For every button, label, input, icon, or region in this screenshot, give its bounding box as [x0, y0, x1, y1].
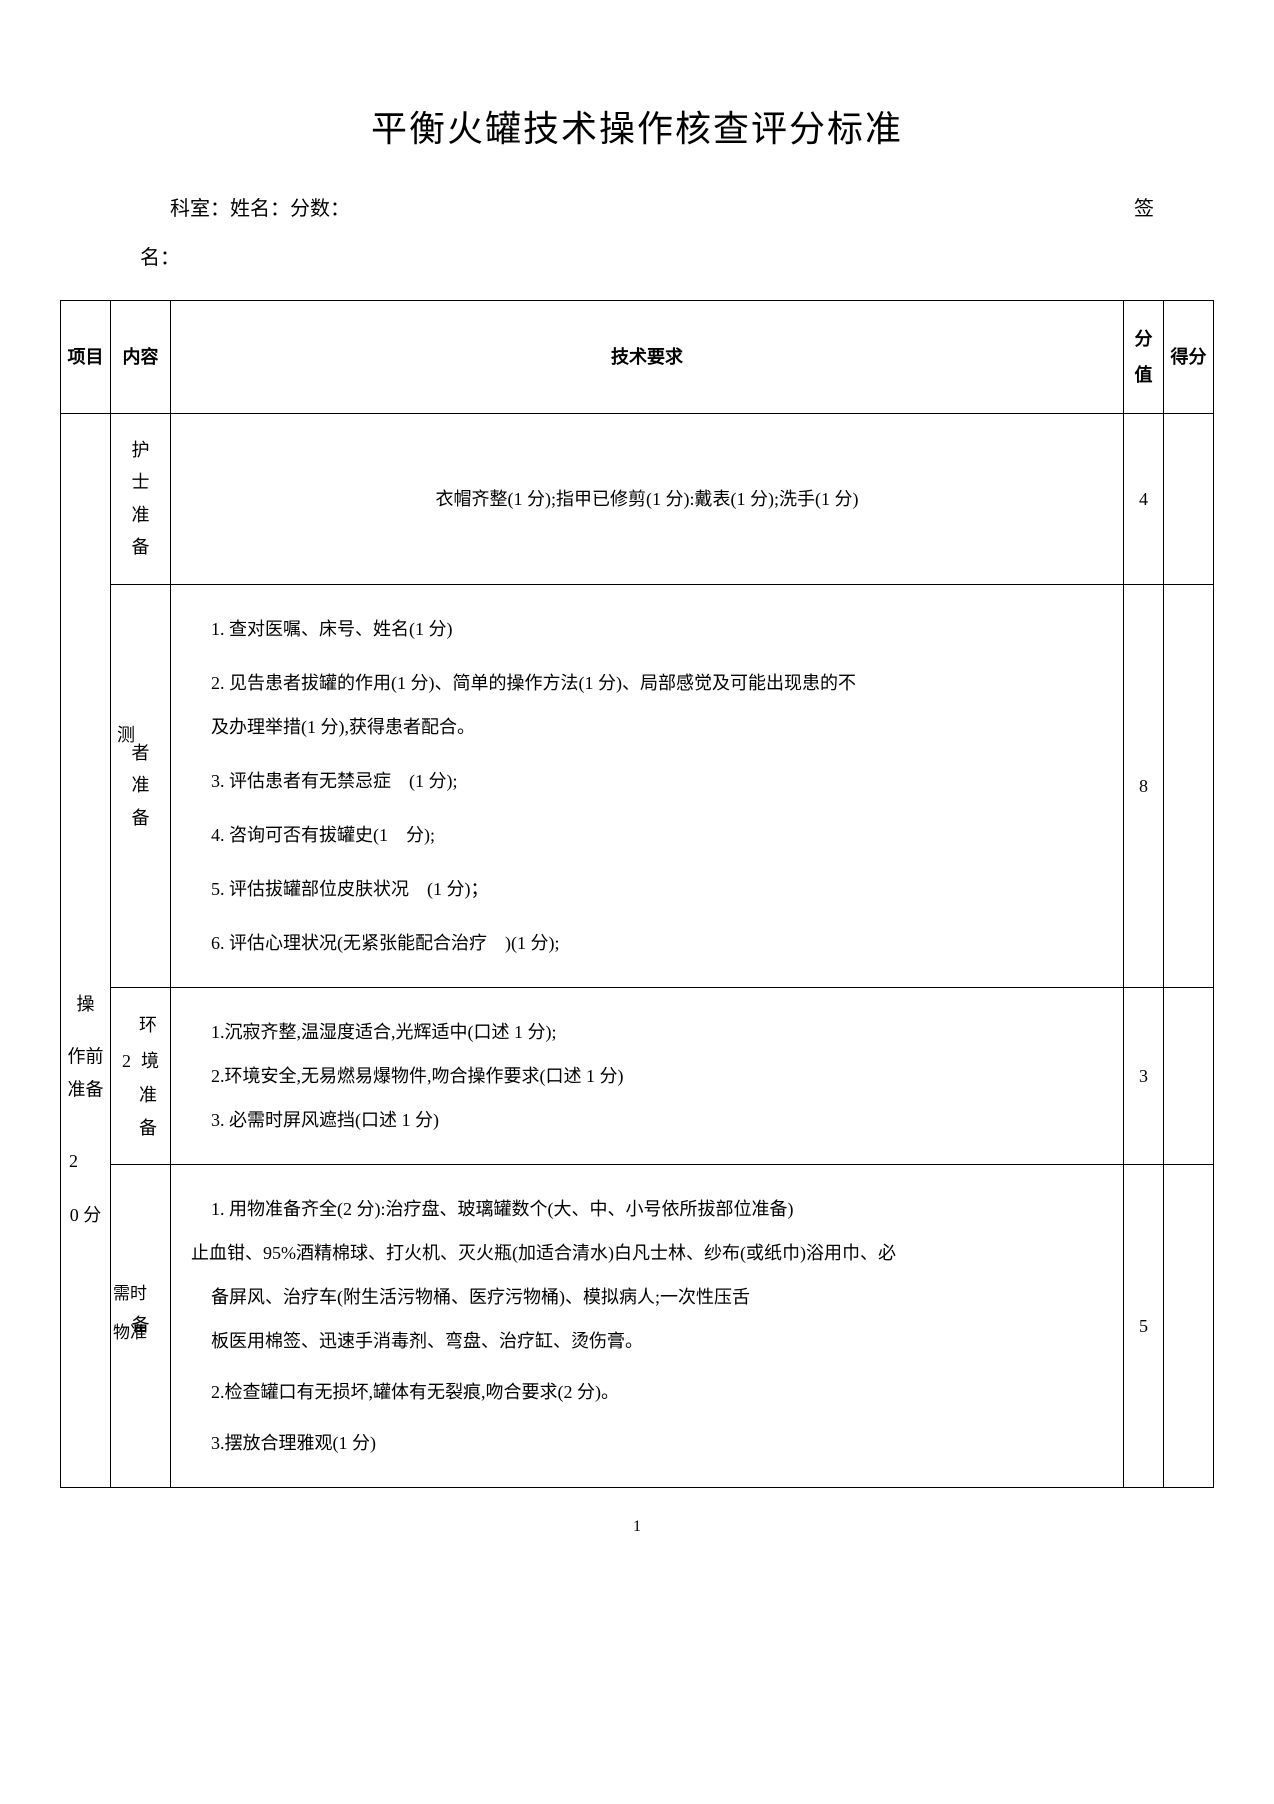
env-jing-char: 境: [141, 1043, 159, 1079]
cell-score-material: 5: [1124, 1164, 1164, 1487]
cell-content-env: 环 2 境 准备: [111, 987, 171, 1164]
nurse-prep-label: 护士准备: [116, 434, 165, 564]
cell-project: 操 作前准备 2 0 分: [61, 414, 111, 1488]
header-content-text: 内容: [123, 347, 159, 367]
cell-score-patient: 8: [1124, 584, 1164, 987]
page-title: 平衡火罐技术操作核查评分标准: [60, 100, 1214, 152]
col-header-project: 项目: [61, 301, 111, 414]
cell-content-material: 需时 物准 备: [111, 1164, 171, 1487]
cell-content-patient: 测 者准备: [111, 584, 171, 987]
patient-ce-char: 测: [117, 717, 135, 753]
req-env-3: 3. 必需时屏风遮挡(口述 1 分): [211, 1102, 1103, 1138]
header-req-text: 技术要求: [611, 347, 683, 367]
cell-score-nurse: 4: [1124, 414, 1164, 585]
req-material-2: 2.检查罐口有无损坏,罐体有无裂痕,吻合要求(2 分)。: [211, 1374, 1103, 1410]
req-env-2: 2.环境安全,无易燃易爆物件,吻合操作要求(口述 1 分): [211, 1058, 1103, 1094]
header-info-line1: 科室：姓名：分数： 签: [170, 192, 1154, 221]
project-20fen-text: 0 分: [61, 1197, 110, 1233]
header-info-line2: 名：: [140, 241, 1214, 270]
table-row: 操 作前准备 2 0 分 护士准备 衣帽齐整(1 分);指甲已修剪(1 分):戴…: [61, 414, 1214, 585]
req-material-1c: 备屏风、治疗车(附生活污物桶、医疗污物桶)、模拟病人;一次性压舌: [211, 1279, 1103, 1315]
cell-content-nurse: 护士准备: [111, 414, 171, 585]
col-header-content: 内容: [111, 301, 171, 414]
col-header-score-value: 分值: [1124, 301, 1164, 414]
header-scoregot-text: 得分: [1171, 347, 1207, 367]
scoring-table: 项目 内容 技术要求 分值 得分 操 作前准备 2 0 分: [60, 300, 1214, 1488]
cell-got-nurse: [1164, 414, 1214, 585]
req-patient-2-cont: 及办理举措(1 分),获得患者配合。: [211, 709, 1103, 745]
req-patient-4: 4. 咨询可否有拔罐史(1 分);: [211, 817, 1103, 853]
req-env-1: 1.沉寂齐整,温湿度适合,光辉适中(口述 1 分);: [211, 1014, 1103, 1050]
cell-score-env: 3: [1124, 987, 1164, 1164]
material-xu-char: 需时: [113, 1277, 147, 1311]
req-patient-3: 3. 评估患者有无禁忌症 (1 分);: [211, 763, 1103, 799]
header-scoreval-text: 分值: [1135, 329, 1153, 385]
table-header-row: 项目 内容 技术要求 分值 得分: [61, 301, 1214, 414]
req-patient-6: 6. 评估心理状况(无紧张能配合治疗 )(1 分);: [211, 925, 1103, 961]
cell-req-nurse: 衣帽齐整(1 分);指甲已修剪(1 分):戴表(1 分);洗手(1 分): [171, 414, 1124, 585]
cell-req-material: 1. 用物准备齐全(2 分):治疗盘、玻璃罐数个(大、中、小号依所拔部位准备) …: [171, 1164, 1124, 1487]
table-row: 测 者准备 1. 查对医嘱、床号、姓名(1 分) 2. 见告患者拔罐的作用(1 …: [61, 584, 1214, 987]
page-number: 1: [60, 1518, 1214, 1536]
project-prep-text: 作前准备: [61, 1041, 110, 1106]
req-material-3: 3.摆放合理雅观(1 分): [211, 1425, 1103, 1461]
table-row: 需时 物准 备 1. 用物准备齐全(2 分):治疗盘、玻璃罐数个(大、中、小号依…: [61, 1164, 1214, 1487]
cell-req-env: 1.沉寂齐整,温湿度适合,光辉适中(口述 1 分); 2.环境安全,无易燃易爆物…: [171, 987, 1124, 1164]
header-left: 科室：姓名：分数：: [170, 192, 350, 221]
project-2-char: 2: [69, 1143, 78, 1179]
col-header-score-got: 得分: [1164, 301, 1214, 414]
table-row: 环 2 境 准备 1.沉寂齐整,温湿度适合,光辉适中(口述 1 分); 2.环境…: [61, 987, 1214, 1164]
req-nurse-text: 衣帽齐整(1 分);指甲已修剪(1 分):戴表(1 分);洗手(1 分): [436, 489, 859, 509]
req-material-1b: 止血钳、95%酒精棉球、打火机、灭火瓶(加适合清水)白凡士林、纱布(或纸巾)浴用…: [191, 1235, 1103, 1271]
material-wu-char: 物准: [113, 1316, 147, 1350]
env-2-char: 2: [122, 1043, 131, 1079]
col-header-requirement: 技术要求: [171, 301, 1124, 414]
req-material-1d: 板医用棉签、迅速手消毒剂、弯盘、治疗缸、烫伤膏。: [211, 1323, 1103, 1359]
cell-req-patient: 1. 查对医嘱、床号、姓名(1 分) 2. 见告患者拔罐的作用(1 分)、简单的…: [171, 584, 1124, 987]
req-material-1: 1. 用物准备齐全(2 分):治疗盘、玻璃罐数个(大、中、小号依所拔部位准备): [211, 1191, 1103, 1227]
cell-got-material: [1164, 1164, 1214, 1487]
env-huan-char: 环: [116, 1007, 165, 1043]
req-patient-1: 1. 查对医嘱、床号、姓名(1 分): [211, 611, 1103, 647]
header-project-text: 项目: [68, 347, 104, 367]
req-patient-5: 5. 评估拔罐部位皮肤状况 (1 分)；: [211, 871, 1103, 907]
cell-got-patient: [1164, 584, 1214, 987]
header-right: 签: [1134, 192, 1154, 221]
cell-got-env: [1164, 987, 1214, 1164]
project-op-char: 操: [61, 986, 110, 1022]
req-patient-2: 2. 见告患者拔罐的作用(1 分)、简单的操作方法(1 分)、局部感觉及可能出现…: [211, 665, 1103, 701]
env-prep-label: 准备: [116, 1079, 165, 1144]
